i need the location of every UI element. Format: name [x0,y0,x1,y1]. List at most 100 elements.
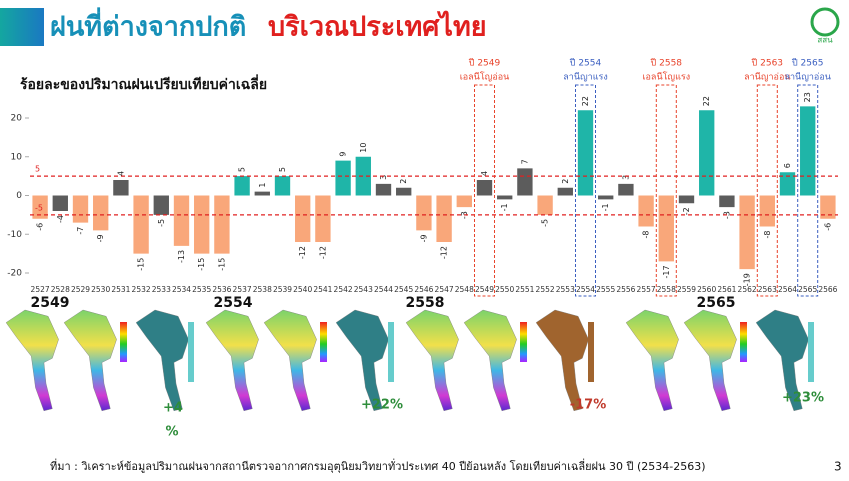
bar [820,195,836,219]
bar [416,195,432,231]
bar [113,180,129,196]
map-anomaly [335,309,389,412]
data-label: 5 [278,167,287,172]
x-tick-label: 2556 [616,285,635,294]
map-scale [588,322,594,382]
x-tick-label: 2538 [253,285,272,294]
data-label: -1 [601,203,610,211]
data-label: -17 [662,265,671,278]
bar [638,195,654,227]
x-tick-label: 2547 [435,285,454,294]
x-tick-label: 2528 [51,285,70,294]
data-label: 10 [359,143,368,153]
data-label: 9 [339,152,348,157]
map-year: 2549 [31,295,70,311]
x-tick-label: 2554 [576,285,595,294]
bar [497,195,513,200]
x-tick-label: 2539 [273,285,292,294]
logo-text: สสน [817,36,833,45]
page-number: 3 [834,460,842,474]
data-label: 2 [399,179,408,184]
x-tick-label: 2560 [697,285,716,294]
x-tick-label: 2561 [717,285,736,294]
map-change: +22% [361,398,403,413]
bar [274,176,291,196]
x-tick-label: 2550 [495,285,514,294]
footer-source: ที่มา : วิเคราะห์ข้อมูลปริมาณฝนจากสถานีต… [50,458,706,473]
map-actual [263,309,317,412]
data-label: -12 [318,246,327,259]
x-tick-label: 2548 [455,285,474,294]
data-label: 7 [520,159,529,164]
data-label: -12 [440,246,449,259]
bar [800,106,816,196]
map-year: 2565 [697,295,736,311]
map-normal [205,309,259,412]
annotation-title: ปี 2563 [751,58,783,69]
annotation-title: ปี 2558 [650,58,682,69]
bar [456,195,472,208]
map-scale [320,322,327,362]
map-normal [405,309,459,412]
map-year: 2554 [214,295,253,311]
bar [32,195,48,219]
data-label: -7 [76,227,85,235]
data-label: -15 [217,258,226,271]
annotation-box [575,84,596,297]
bar [295,195,311,242]
data-label: -2 [682,207,691,215]
map-change: +23% [782,391,824,406]
reference-label: -5 [35,203,43,212]
map-scale [740,322,747,362]
bar [577,110,594,196]
x-tick-label: 2527 [31,285,50,294]
bar [153,195,169,215]
map-scale [388,322,394,382]
x-tick-label: 2530 [91,285,110,294]
data-label: 22 [581,96,590,106]
bar [759,195,775,227]
bar [396,187,412,196]
annotation-title: ปี 2565 [792,58,824,69]
annotation-label: ลานีญาอ่อน [784,72,830,83]
bar [719,195,735,208]
x-tick-label: 2563 [758,285,777,294]
x-tick-label: 2546 [414,285,433,294]
x-tick-label: 2529 [71,285,90,294]
annotation-label: เอลนีโญแรง [642,72,690,83]
annotation-label: ลานีญาแรง [563,72,607,83]
bars [32,106,836,270]
y-tick-label: 0 [16,191,22,201]
title-highlight: บริเวณประเทศไทย [268,11,487,43]
title: ฝนที่ต่างจากปกติ [50,7,246,43]
bar [557,187,573,196]
bar [93,195,109,231]
data-label: 4 [480,171,489,176]
data-label: -6 [823,223,832,231]
map-change-unit: % [165,425,178,440]
logo-mark [810,7,840,37]
x-tick-label: 2559 [677,285,696,294]
data-label: -1 [500,203,509,211]
map-scale [520,322,527,362]
annotation-box [797,84,819,297]
data-label: 3 [379,175,388,180]
data-label: -15 [197,258,206,271]
bar [173,195,190,246]
map-normal [5,309,59,412]
x-tick-label: 2531 [111,285,130,294]
x-tick-label: 2565 [798,285,817,294]
reference-label: 5 [35,165,40,174]
data-label: 22 [702,96,711,106]
x-tick-label: 2566 [818,285,837,294]
map-scale [188,322,194,382]
map-scale [120,322,127,362]
x-tick-label: 2540 [293,285,312,294]
data-label: 2 [561,179,570,184]
data-label: 1 [258,183,267,188]
bar [678,195,695,204]
bar [517,168,533,196]
x-tick-label: 2544 [374,285,393,294]
map-change: -17% [570,398,607,413]
x-tick-label: 2534 [172,285,191,294]
